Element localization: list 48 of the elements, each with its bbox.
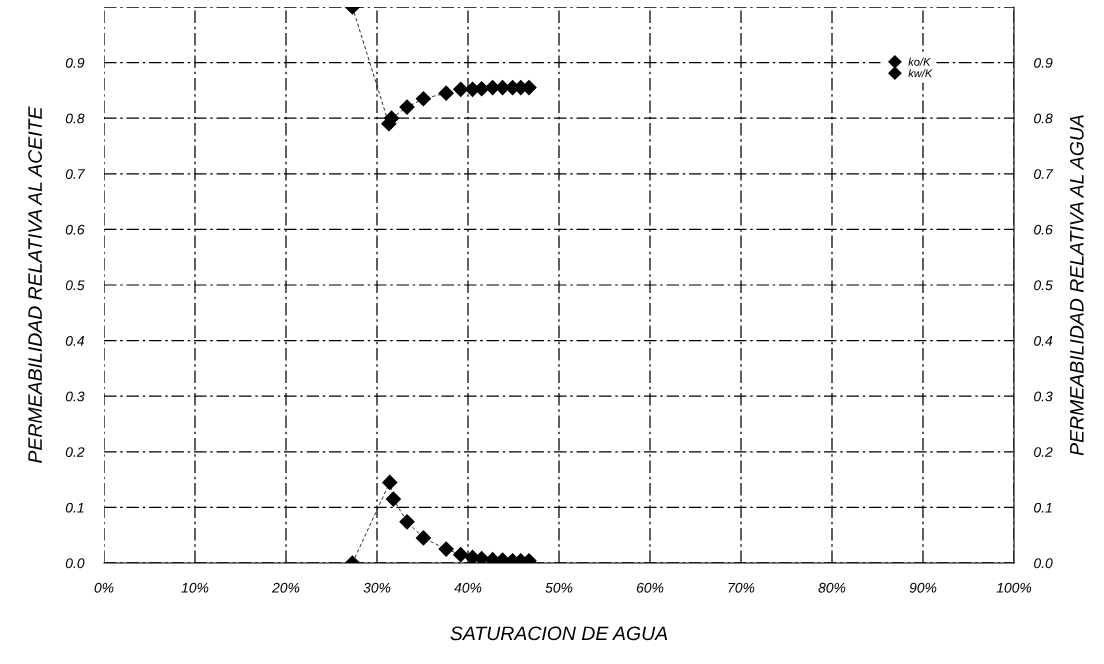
y2-tick-label: 0.2 bbox=[1034, 447, 1053, 457]
y-tick-label: 0.0 bbox=[65, 558, 85, 569]
y2-tick-label: 0.5 bbox=[1034, 280, 1053, 291]
y2-tick-label: 0.4 bbox=[1034, 335, 1053, 346]
point bbox=[438, 541, 454, 557]
point bbox=[438, 85, 454, 101]
y-tick-label: 0.6 bbox=[65, 224, 85, 235]
x-tick-label: 50% bbox=[545, 582, 573, 593]
y-tick-label: 0.3 bbox=[65, 391, 85, 402]
x-tick-label: 80% bbox=[818, 582, 846, 593]
point bbox=[415, 530, 431, 546]
y2-tick-label: 0.7 bbox=[1034, 169, 1054, 179]
legend-label: ko/K bbox=[908, 57, 931, 66]
y-tick-label: 0.7 bbox=[65, 169, 85, 179]
point bbox=[385, 491, 401, 507]
y2-tick-label: 0.8 bbox=[1034, 113, 1053, 124]
y2-tick-label: 0.3 bbox=[1034, 391, 1053, 402]
y2-axis-title: PERMEABILIDAD RELATIVA AL AGUA bbox=[1069, 115, 1084, 456]
y-tick-label: 0.9 bbox=[65, 57, 85, 68]
y-axis-title: PERMEABILIDAD RELATIVA AL ACEITE bbox=[28, 106, 42, 463]
x-tick-label: 70% bbox=[728, 582, 755, 593]
point bbox=[399, 99, 415, 115]
x-tick-label: 20% bbox=[272, 582, 300, 593]
y2-tick-label: 0.9 bbox=[1034, 57, 1053, 68]
y2-tick-label: 0.1 bbox=[1034, 502, 1052, 513]
y-tick-label: 0.8 bbox=[65, 113, 85, 124]
y-tick-label: 0.1 bbox=[65, 502, 84, 513]
x-tick-label: 40% bbox=[454, 582, 482, 593]
x-tick-label: 100% bbox=[996, 582, 1032, 593]
y-tick-label: 0.5 bbox=[65, 280, 85, 291]
y2-tick-label: 0.0 bbox=[1034, 558, 1053, 569]
point bbox=[474, 550, 490, 563]
x-tick-label: 10% bbox=[181, 582, 209, 593]
point bbox=[453, 547, 469, 563]
point bbox=[382, 474, 398, 490]
point bbox=[474, 81, 490, 97]
x-tick-label: 0% bbox=[94, 582, 114, 593]
y-tick-label: 0.2 bbox=[65, 447, 85, 457]
point bbox=[453, 81, 469, 97]
y2-tick-label: 0.6 bbox=[1034, 224, 1053, 235]
x-axis-title: SATURACION DE AGUA bbox=[450, 626, 668, 641]
x-tick-label: 90% bbox=[909, 582, 937, 593]
point bbox=[415, 91, 431, 107]
y-tick-label: 0.4 bbox=[65, 335, 85, 346]
x-tick-label: 30% bbox=[363, 582, 391, 593]
legend-label: kw/K bbox=[908, 69, 933, 78]
point bbox=[399, 514, 415, 530]
x-tick-label: 60% bbox=[636, 582, 664, 593]
